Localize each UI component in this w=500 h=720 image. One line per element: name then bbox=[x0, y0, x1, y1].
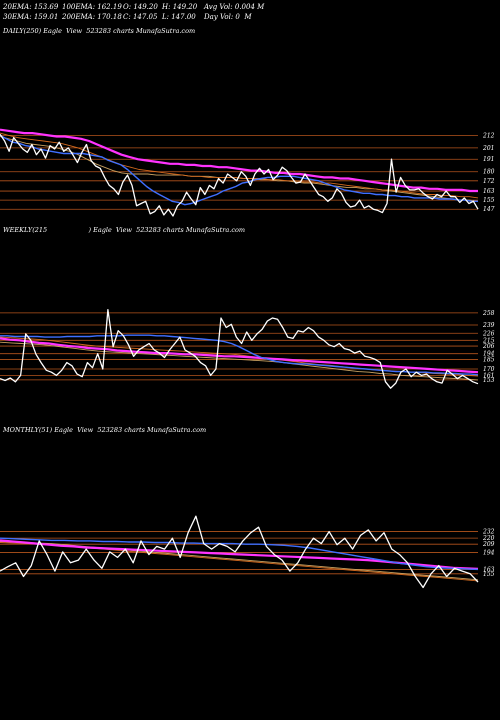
monthly-price-line bbox=[0, 515, 479, 589]
monthly-level-label: 220 bbox=[482, 535, 495, 542]
monthly-level-label: 155 bbox=[483, 571, 495, 578]
daily-ema-magenta-line bbox=[0, 128, 478, 193]
monthly-level-label: 163 bbox=[483, 566, 495, 573]
monthly-level-label: 194 bbox=[483, 549, 495, 556]
panel-label-weekly: WEEKLY(215 ) Eagle View 523283 charts Mu… bbox=[3, 226, 246, 234]
stat-avg-vol: Avg Vol: 0.004 M bbox=[204, 3, 265, 11]
weekly-ema-tan-line bbox=[0, 341, 479, 381]
daily-price-line bbox=[0, 133, 479, 217]
stat-open: O: 149.20 bbox=[123, 3, 158, 11]
daily-level-label: 163 bbox=[483, 188, 495, 195]
daily-ema-orange-line bbox=[0, 132, 479, 199]
weekly-level-label: 170 bbox=[483, 366, 495, 373]
weekly-level-label: 206 bbox=[482, 343, 495, 350]
daily-level-label: 212 bbox=[482, 132, 495, 139]
weekly-level-label: 185 bbox=[483, 356, 495, 363]
panel-label-daily: DAILY(250) Eagle View 523283 charts Muna… bbox=[3, 27, 196, 35]
stat-day-vol: Day Vol: 0 M bbox=[204, 13, 252, 21]
stat-low: L: 147.00 bbox=[162, 13, 196, 21]
weekly-level-label: 226 bbox=[482, 330, 495, 337]
weekly-ema-magenta-line bbox=[0, 337, 479, 374]
daily-level-label: 201 bbox=[482, 145, 494, 152]
panel-label-monthly: MONTHLY(51) Eagle View 523283 charts Mun… bbox=[3, 426, 207, 434]
stat-high: H: 149.20 bbox=[162, 3, 198, 11]
stat-close: C: 147.05 bbox=[123, 13, 158, 21]
daily-level-label: 155 bbox=[483, 197, 495, 204]
daily-level-label: 172 bbox=[483, 178, 495, 185]
monthly-level-label: 209 bbox=[482, 541, 495, 548]
stat-ema20: 20EMA: 153.69 bbox=[3, 3, 59, 11]
daily-level-label: 191 bbox=[483, 156, 494, 163]
weekly-level-label: 161 bbox=[483, 372, 494, 379]
weekly-level-label: 239 bbox=[482, 322, 495, 329]
weekly-level-label: 215 bbox=[482, 337, 495, 344]
weekly-level-label: 153 bbox=[483, 377, 495, 384]
daily-level-label: 180 bbox=[483, 169, 495, 176]
daily-chart: 212 201 191 180 172 163 155 147 bbox=[0, 128, 495, 217]
weekly-ema-blue-line bbox=[0, 334, 479, 376]
stat-ema100: 100EMA: 162.19 bbox=[62, 3, 122, 11]
daily-level-label: 147 bbox=[483, 206, 495, 213]
daily-ema-blue-line bbox=[0, 134, 478, 206]
stat-ema200: 200EMA: 170.18 bbox=[62, 13, 122, 21]
weekly-price-line bbox=[0, 309, 479, 389]
stat-ema30: 30EMA: 159.01 bbox=[3, 13, 59, 21]
weekly-level-label: 194 bbox=[483, 351, 495, 358]
monthly-ema-blue-line bbox=[0, 537, 479, 571]
monthly-level-label: 232 bbox=[482, 529, 495, 536]
weekly-level-label: 258 bbox=[482, 310, 495, 317]
